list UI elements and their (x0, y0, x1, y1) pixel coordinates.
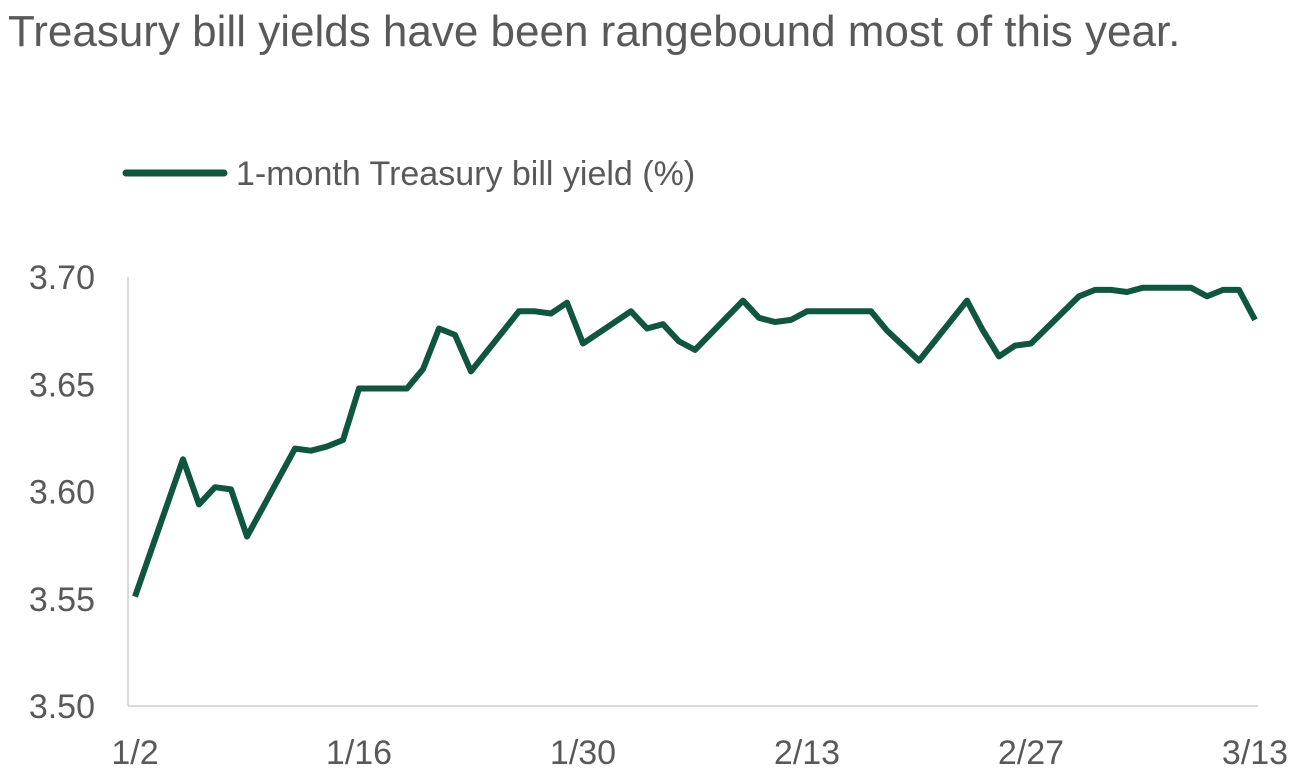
x-tick-label: 2/13 (774, 734, 840, 772)
x-tick-label: 1/16 (326, 734, 392, 772)
data-line (132, 284, 1258, 598)
y-tick-label: 3.60 (29, 474, 95, 512)
y-tick-label: 3.50 (29, 688, 95, 726)
chart-title: Treasury bill yields have been rangeboun… (8, 7, 1181, 56)
y-tick-label: 3.70 (29, 259, 95, 297)
legend-label: 1-month Treasury bill yield (%) (236, 155, 695, 193)
x-tick-label: 1/30 (550, 734, 616, 772)
x-tick-label: 1/2 (111, 734, 158, 772)
y-tick-label: 3.65 (29, 366, 95, 404)
y-tick-label: 3.55 (29, 581, 95, 619)
x-tick-label: 2/27 (998, 734, 1064, 772)
x-tick-label: 3/13 (1222, 734, 1288, 772)
